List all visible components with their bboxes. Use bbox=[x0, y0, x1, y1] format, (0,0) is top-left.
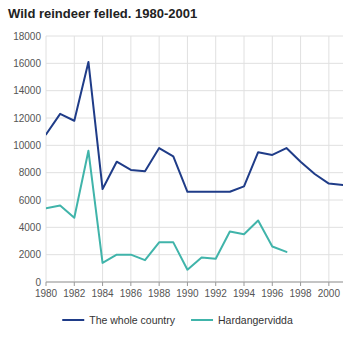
x-tick-label: 1990 bbox=[176, 288, 199, 299]
legend-item: Hardangervidda bbox=[191, 314, 293, 326]
y-tick-label: 16000 bbox=[13, 58, 41, 69]
grid-line-y bbox=[46, 63, 343, 64]
grid-line-x bbox=[159, 36, 160, 282]
x-tick-label: 2000 bbox=[318, 288, 341, 299]
x-tick bbox=[187, 282, 188, 286]
y-tick-label: 14000 bbox=[13, 85, 41, 96]
x-tick bbox=[215, 282, 216, 286]
x-tick bbox=[244, 282, 245, 286]
x-axis-line bbox=[46, 282, 343, 283]
chart: Wild reindeer felled. 1980-2001 0 2000 4000… bbox=[0, 0, 355, 345]
grid-line-x bbox=[300, 36, 301, 282]
grid-line-x bbox=[46, 36, 47, 282]
x-tick-label: 1986 bbox=[120, 288, 143, 299]
grid-line-x bbox=[102, 36, 103, 282]
lines bbox=[46, 62, 343, 270]
legend: The whole country Hardangervidda bbox=[62, 314, 293, 326]
y-tick-label: 6000 bbox=[19, 195, 42, 206]
grid-line-x bbox=[244, 36, 245, 282]
legend-item: The whole country bbox=[62, 314, 176, 326]
x-tick-label: 1996 bbox=[261, 288, 284, 299]
legend-label: The whole country bbox=[89, 314, 176, 326]
x-tick bbox=[272, 282, 273, 286]
legend-swatch bbox=[191, 319, 213, 321]
series-line bbox=[46, 151, 286, 270]
y-tick-label: 2000 bbox=[19, 249, 42, 260]
x-tick bbox=[102, 282, 103, 286]
y-tick-label: 8000 bbox=[19, 167, 42, 178]
legend-label: Hardangervidda bbox=[218, 314, 293, 326]
x-tick-label: 1982 bbox=[63, 288, 86, 299]
x-tick bbox=[300, 282, 301, 286]
grid-line-x bbox=[215, 36, 216, 282]
grid-line-x bbox=[130, 36, 131, 282]
legend-swatch bbox=[62, 319, 84, 321]
x-tick-label: 1998 bbox=[289, 288, 312, 299]
x-tick bbox=[74, 282, 75, 286]
grid-line-y bbox=[46, 145, 343, 146]
x-tick-label: 1980 bbox=[35, 288, 58, 299]
grid-line-y bbox=[46, 200, 343, 201]
x-tick-label: 1988 bbox=[148, 288, 171, 299]
grid-line-y bbox=[46, 282, 343, 283]
x-tick-label: 1984 bbox=[91, 288, 114, 299]
grid-line-y bbox=[46, 90, 343, 91]
y-tick-label: 18000 bbox=[13, 31, 41, 42]
y-tick-label: 0 bbox=[35, 277, 41, 288]
grid-line-y bbox=[46, 36, 343, 37]
grid-line-x bbox=[187, 36, 188, 282]
x-tick bbox=[159, 282, 160, 286]
x-tick bbox=[328, 282, 329, 286]
grid-line-y bbox=[46, 227, 343, 228]
grid-line-x bbox=[328, 36, 329, 282]
grid-line-x bbox=[74, 36, 75, 282]
y-tick-label: 4000 bbox=[19, 222, 42, 233]
grid bbox=[46, 36, 343, 282]
y-tick-label: 10000 bbox=[13, 140, 41, 151]
x-tick bbox=[46, 282, 47, 286]
axes: 0 2000 4000 6000 8000 10000 12000 14000 16000 180… bbox=[13, 31, 343, 300]
x-tick bbox=[130, 282, 131, 286]
y-tick-label: 12000 bbox=[13, 113, 41, 124]
x-tick-label: 1992 bbox=[205, 288, 228, 299]
grid-line-y bbox=[46, 118, 343, 119]
title: Wild reindeer felled. 1980-2001 bbox=[8, 6, 197, 21]
grid-line-y bbox=[46, 254, 343, 255]
x-tick-label: 1994 bbox=[233, 288, 256, 299]
